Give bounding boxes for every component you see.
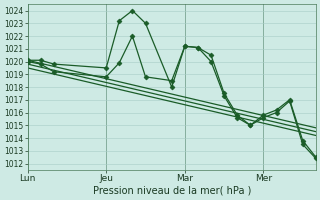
X-axis label: Pression niveau de la mer( hPa ): Pression niveau de la mer( hPa ) xyxy=(92,186,251,196)
